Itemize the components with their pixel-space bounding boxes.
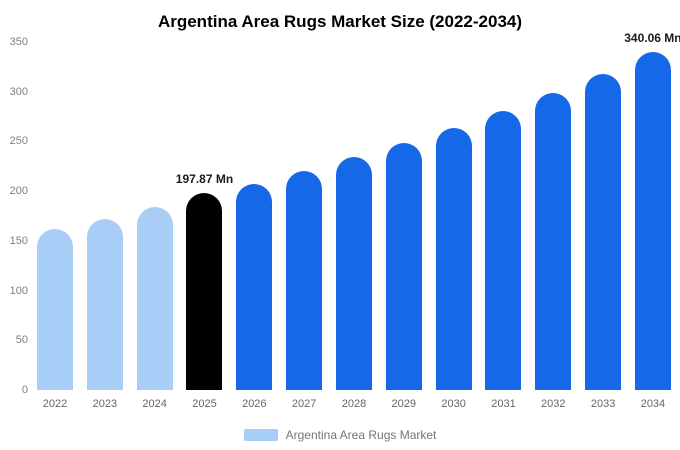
y-tick-label: 100: [9, 284, 28, 297]
chart-title: Argentina Area Rugs Market Size (2022-20…: [157, 12, 523, 31]
bar: [136, 207, 173, 390]
y-tick-label: 250: [9, 135, 28, 148]
bar: [335, 157, 372, 390]
bars-area: 2022 2023 2024 2025 197.87 Mn 2026 2027 2028 202…: [36, 31, 680, 410]
bar: [286, 171, 323, 390]
bar-slot: 2033: [584, 42, 622, 410]
legend-label: Argentina Area Rugs Market: [285, 428, 437, 442]
bar-slot: 2030: [435, 42, 473, 410]
x-axis-label: 2029: [391, 398, 417, 410]
data-label: 340.06 Mn: [624, 30, 680, 45]
bar: [585, 73, 622, 390]
y-tick-label: 350: [9, 36, 28, 48]
y-tick-label: 50: [15, 334, 28, 347]
bar-slot: 2034 340.06 Mn: [624, 31, 680, 410]
legend: Argentina Area Rugs Market: [0, 428, 680, 442]
x-axis-label: 2023: [92, 398, 118, 410]
bar-slot: 2028: [335, 42, 373, 410]
bar-slot: 2023: [86, 42, 124, 410]
x-axis-label: 2027: [291, 398, 317, 410]
bar: [535, 93, 572, 390]
x-axis-label: 2030: [441, 398, 466, 410]
legend-swatch: [243, 429, 278, 441]
bar: [385, 142, 422, 390]
x-axis-label: 2026: [242, 398, 267, 410]
x-axis-label: 2034: [640, 398, 666, 410]
y-tick-label: 200: [9, 185, 28, 198]
bar-slot: 2029: [385, 42, 423, 410]
x-axis-label: 2028: [341, 398, 367, 410]
bar: [186, 193, 223, 390]
bar: [485, 111, 522, 390]
bar-slot: 2032: [534, 42, 572, 410]
x-axis-label: 2031: [491, 398, 516, 410]
bar: [37, 229, 73, 390]
bar-slot: 2022: [36, 42, 74, 410]
y-axis: 0 50 100 150 200 250 300 350: [0, 36, 30, 396]
bar-slot: 2027: [285, 42, 323, 410]
bar-slot: 2025 197.87 Mn: [176, 42, 233, 410]
x-axis-label: 2033: [590, 398, 616, 410]
x-axis-label: 2022: [42, 398, 68, 410]
bar-slot: 2024: [136, 42, 174, 410]
bar-slot: 2026: [235, 42, 273, 410]
data-label: 197.87 Mn: [175, 172, 234, 187]
bar: [86, 218, 123, 390]
bar: [634, 51, 671, 390]
x-axis-label: 2025: [192, 398, 217, 410]
y-tick-label: 300: [9, 85, 28, 98]
x-axis-label: 2032: [541, 398, 566, 410]
x-axis-label: 2024: [142, 398, 167, 410]
bar-slot: 2031: [484, 42, 522, 410]
y-tick-label: 150: [9, 234, 28, 247]
y-tick-label: 0: [21, 384, 28, 396]
bar: [236, 183, 273, 390]
bar: [435, 128, 472, 390]
